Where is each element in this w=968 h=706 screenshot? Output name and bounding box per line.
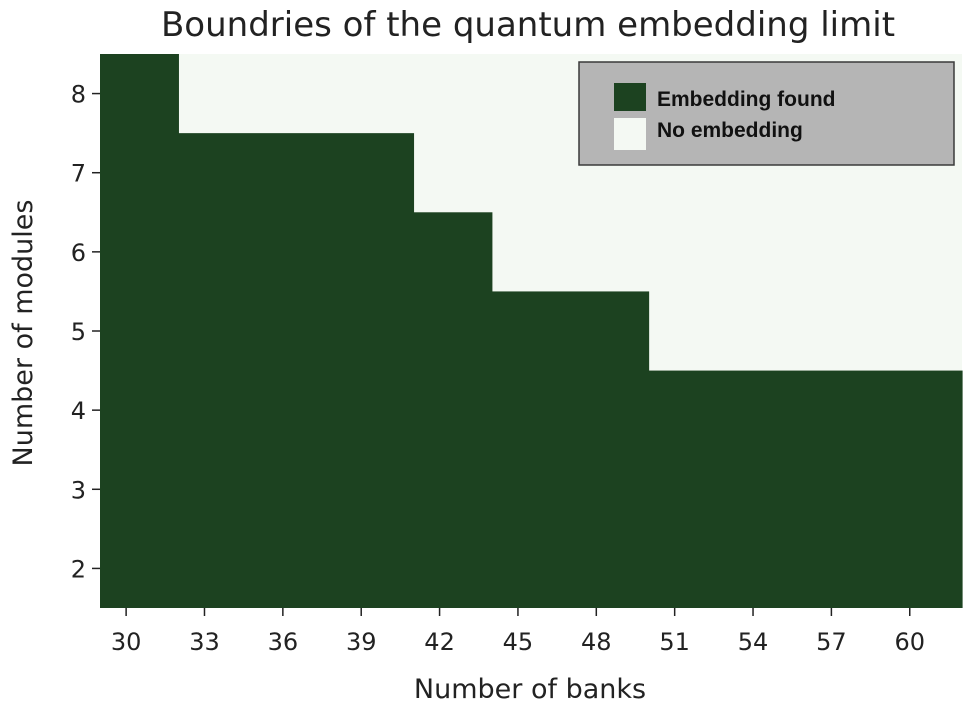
- x-axis: 30 33 36 39 42 45 48 51 54 57 60: [111, 608, 925, 656]
- x-axis-label: Number of banks: [414, 674, 646, 705]
- x-tick-label: 36: [268, 628, 299, 656]
- y-tick-label: 7: [71, 160, 86, 188]
- y-tick-label: 8: [71, 81, 86, 109]
- embedding-region-4: [648, 370, 963, 608]
- x-tick-label: 57: [816, 628, 847, 656]
- x-tick-label: 39: [346, 628, 377, 656]
- legend-swatch-no-embedding: [614, 118, 646, 150]
- x-tick-label: 51: [659, 628, 690, 656]
- y-tick-label: 3: [71, 476, 86, 504]
- y-tick-label: 4: [71, 397, 86, 425]
- legend-label-no-embedding: No embedding: [657, 119, 803, 142]
- embedding-region-0: [100, 54, 179, 608]
- chart-title: Boundries of the quantum embedding limit: [161, 5, 895, 45]
- x-tick-label: 60: [894, 628, 925, 656]
- embedding-region-2: [413, 212, 493, 609]
- legend-swatch-embedding-found: [614, 83, 646, 111]
- x-tick-label: 48: [581, 628, 612, 656]
- y-tick-label: 2: [71, 555, 86, 583]
- x-tick-label: 33: [189, 628, 220, 656]
- embedding-region-3: [491, 291, 650, 608]
- x-tick-label: 54: [738, 628, 769, 656]
- x-tick-label: 42: [424, 628, 455, 656]
- x-tick-label: 45: [503, 628, 534, 656]
- x-tick-label: 30: [111, 628, 142, 656]
- legend: Embedding found No embedding: [578, 61, 955, 166]
- y-axis: 2 3 4 5 6 7 8: [71, 81, 100, 583]
- embedding-region-1: [178, 133, 415, 608]
- y-tick-label: 5: [71, 318, 86, 346]
- legend-label-embedding-found: Embedding found: [657, 88, 835, 111]
- y-axis-label: Number of modules: [8, 200, 39, 467]
- y-tick-label: 6: [71, 239, 86, 267]
